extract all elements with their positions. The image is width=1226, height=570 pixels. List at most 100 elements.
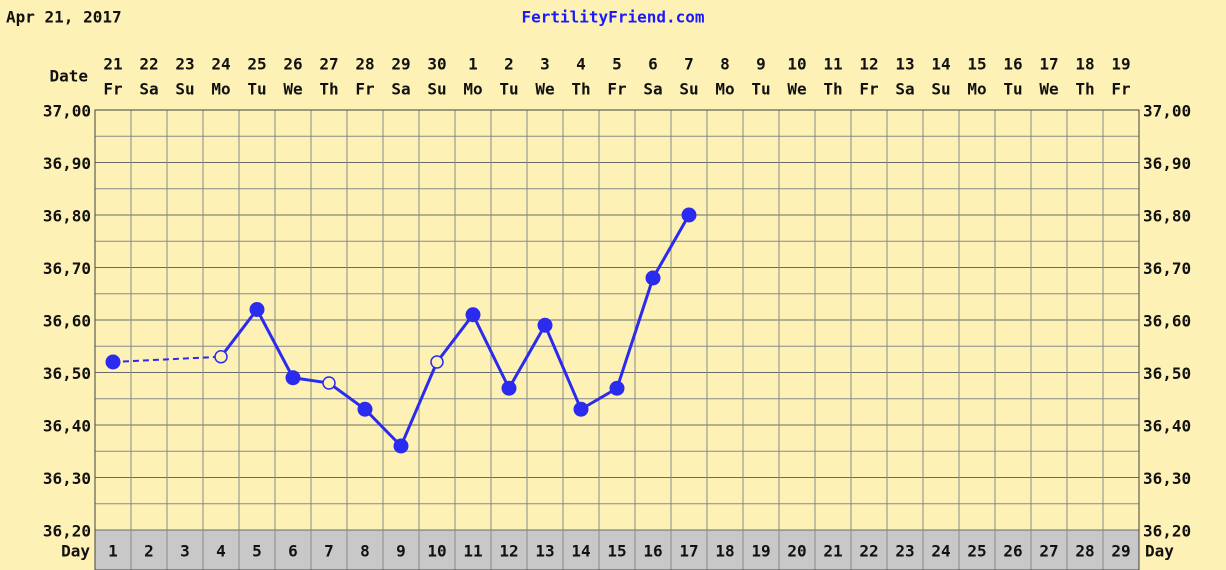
temperature-point	[430, 355, 444, 369]
temperature-point	[645, 270, 661, 286]
weekday-label: Mo	[463, 80, 482, 99]
weekday-label: Fr	[103, 80, 122, 99]
date-label: 24	[211, 55, 230, 74]
day-label: 24	[931, 542, 950, 561]
date-label: 30	[427, 55, 446, 74]
y-tick-label: 36,20	[43, 522, 91, 541]
y-tick-label: 36,80	[43, 207, 91, 226]
weekday-label: Fr	[1111, 80, 1130, 99]
date-label: 18	[1075, 55, 1094, 74]
temperature-point	[681, 207, 697, 223]
day-label: 22	[859, 542, 878, 561]
date-label: 4	[576, 55, 586, 74]
y2-tick-label: 36,80	[1143, 207, 1191, 226]
y-tick-label: 36,50	[43, 364, 91, 383]
weekday-label: Su	[931, 80, 950, 99]
day-label: 16	[643, 542, 662, 561]
chart-date: Apr 21, 2017	[6, 8, 122, 27]
day-label: 14	[571, 542, 590, 561]
day-label-right: Day	[1145, 542, 1174, 561]
date-label: 12	[859, 55, 878, 74]
plot-border	[94, 109, 1140, 570]
temperature-point	[573, 401, 589, 417]
date-label: 2	[504, 55, 514, 74]
y2-tick-label: 36,50	[1143, 364, 1191, 383]
day-label: 25	[967, 542, 986, 561]
date-label: 27	[319, 55, 338, 74]
weekday-label: Sa	[643, 80, 662, 99]
date-label: 19	[1111, 55, 1130, 74]
weekday-label: Sa	[391, 80, 410, 99]
day-label: 29	[1111, 542, 1130, 561]
y-tick-label: 37,00	[43, 102, 91, 121]
day-label: 6	[288, 542, 298, 561]
gap-connector	[112, 355, 222, 363]
day-label: 7	[324, 542, 334, 561]
date-label: 29	[391, 55, 410, 74]
y2-tick-label: 36,30	[1143, 469, 1191, 488]
day-label: 8	[360, 542, 370, 561]
date-label: 21	[103, 55, 122, 74]
y2-tick-label: 37,00	[1143, 102, 1191, 121]
temperature-point	[501, 380, 517, 396]
date-label: 7	[684, 55, 694, 74]
temperature-point	[105, 354, 121, 370]
day-label: 11	[463, 542, 482, 561]
y-tick-label: 36,60	[43, 312, 91, 331]
weekday-label: Su	[427, 80, 446, 99]
day-label: 17	[679, 542, 698, 561]
site-name: FertilityFriend.com	[521, 8, 704, 27]
day-label: 13	[535, 542, 554, 561]
weekday-label: Tu	[751, 80, 770, 99]
day-label: 2	[144, 542, 154, 561]
date-label: 13	[895, 55, 914, 74]
weekday-label: Fr	[859, 80, 878, 99]
weekday-label: Tu	[247, 80, 266, 99]
day-label: 18	[715, 542, 734, 561]
weekday-label: Th	[823, 80, 842, 99]
temperature-point	[465, 307, 481, 323]
weekday-label: Fr	[355, 80, 374, 99]
weekday-label: Tu	[499, 80, 518, 99]
weekday-label: We	[787, 80, 806, 99]
date-label: 14	[931, 55, 950, 74]
temperature-point	[609, 380, 625, 396]
date-label: 23	[175, 55, 194, 74]
temperature-point	[249, 302, 265, 317]
date-label: 28	[355, 55, 374, 74]
y2-tick-label: 36,70	[1143, 259, 1191, 278]
day-label: 9	[396, 542, 406, 561]
day-label: 28	[1075, 542, 1094, 561]
weekday-label: Th	[1075, 80, 1094, 99]
weekday-label: We	[283, 80, 302, 99]
day-label: 1	[108, 542, 118, 561]
day-label: 19	[751, 542, 770, 561]
day-row	[94, 529, 1140, 570]
y-tick-label: 36,90	[43, 154, 91, 173]
weekday-label: We	[535, 80, 554, 99]
y2-tick-label: 36,40	[1143, 417, 1191, 436]
weekday-label: Su	[175, 80, 194, 99]
date-label: 17	[1039, 55, 1058, 74]
date-label: 1	[468, 55, 478, 74]
date-label: 16	[1003, 55, 1022, 74]
y2-tick-label: 36,60	[1143, 312, 1191, 331]
temperature-point	[357, 401, 373, 417]
temperature-point	[322, 376, 336, 390]
date-label: 15	[967, 55, 986, 74]
weekday-label: Tu	[1003, 80, 1022, 99]
date-label: 5	[612, 55, 622, 74]
y-tick-label: 36,40	[43, 417, 91, 436]
date-label: 22	[139, 55, 158, 74]
weekday-label: Sa	[139, 80, 158, 99]
date-label: 26	[283, 55, 302, 74]
day-label: 4	[216, 542, 226, 561]
day-label: 21	[823, 542, 842, 561]
weekday-label: We	[1039, 80, 1058, 99]
day-label: 23	[895, 542, 914, 561]
temperature-point	[393, 438, 409, 454]
weekday-label: Fr	[607, 80, 626, 99]
weekday-label: Th	[319, 80, 338, 99]
weekday-label: Su	[679, 80, 698, 99]
